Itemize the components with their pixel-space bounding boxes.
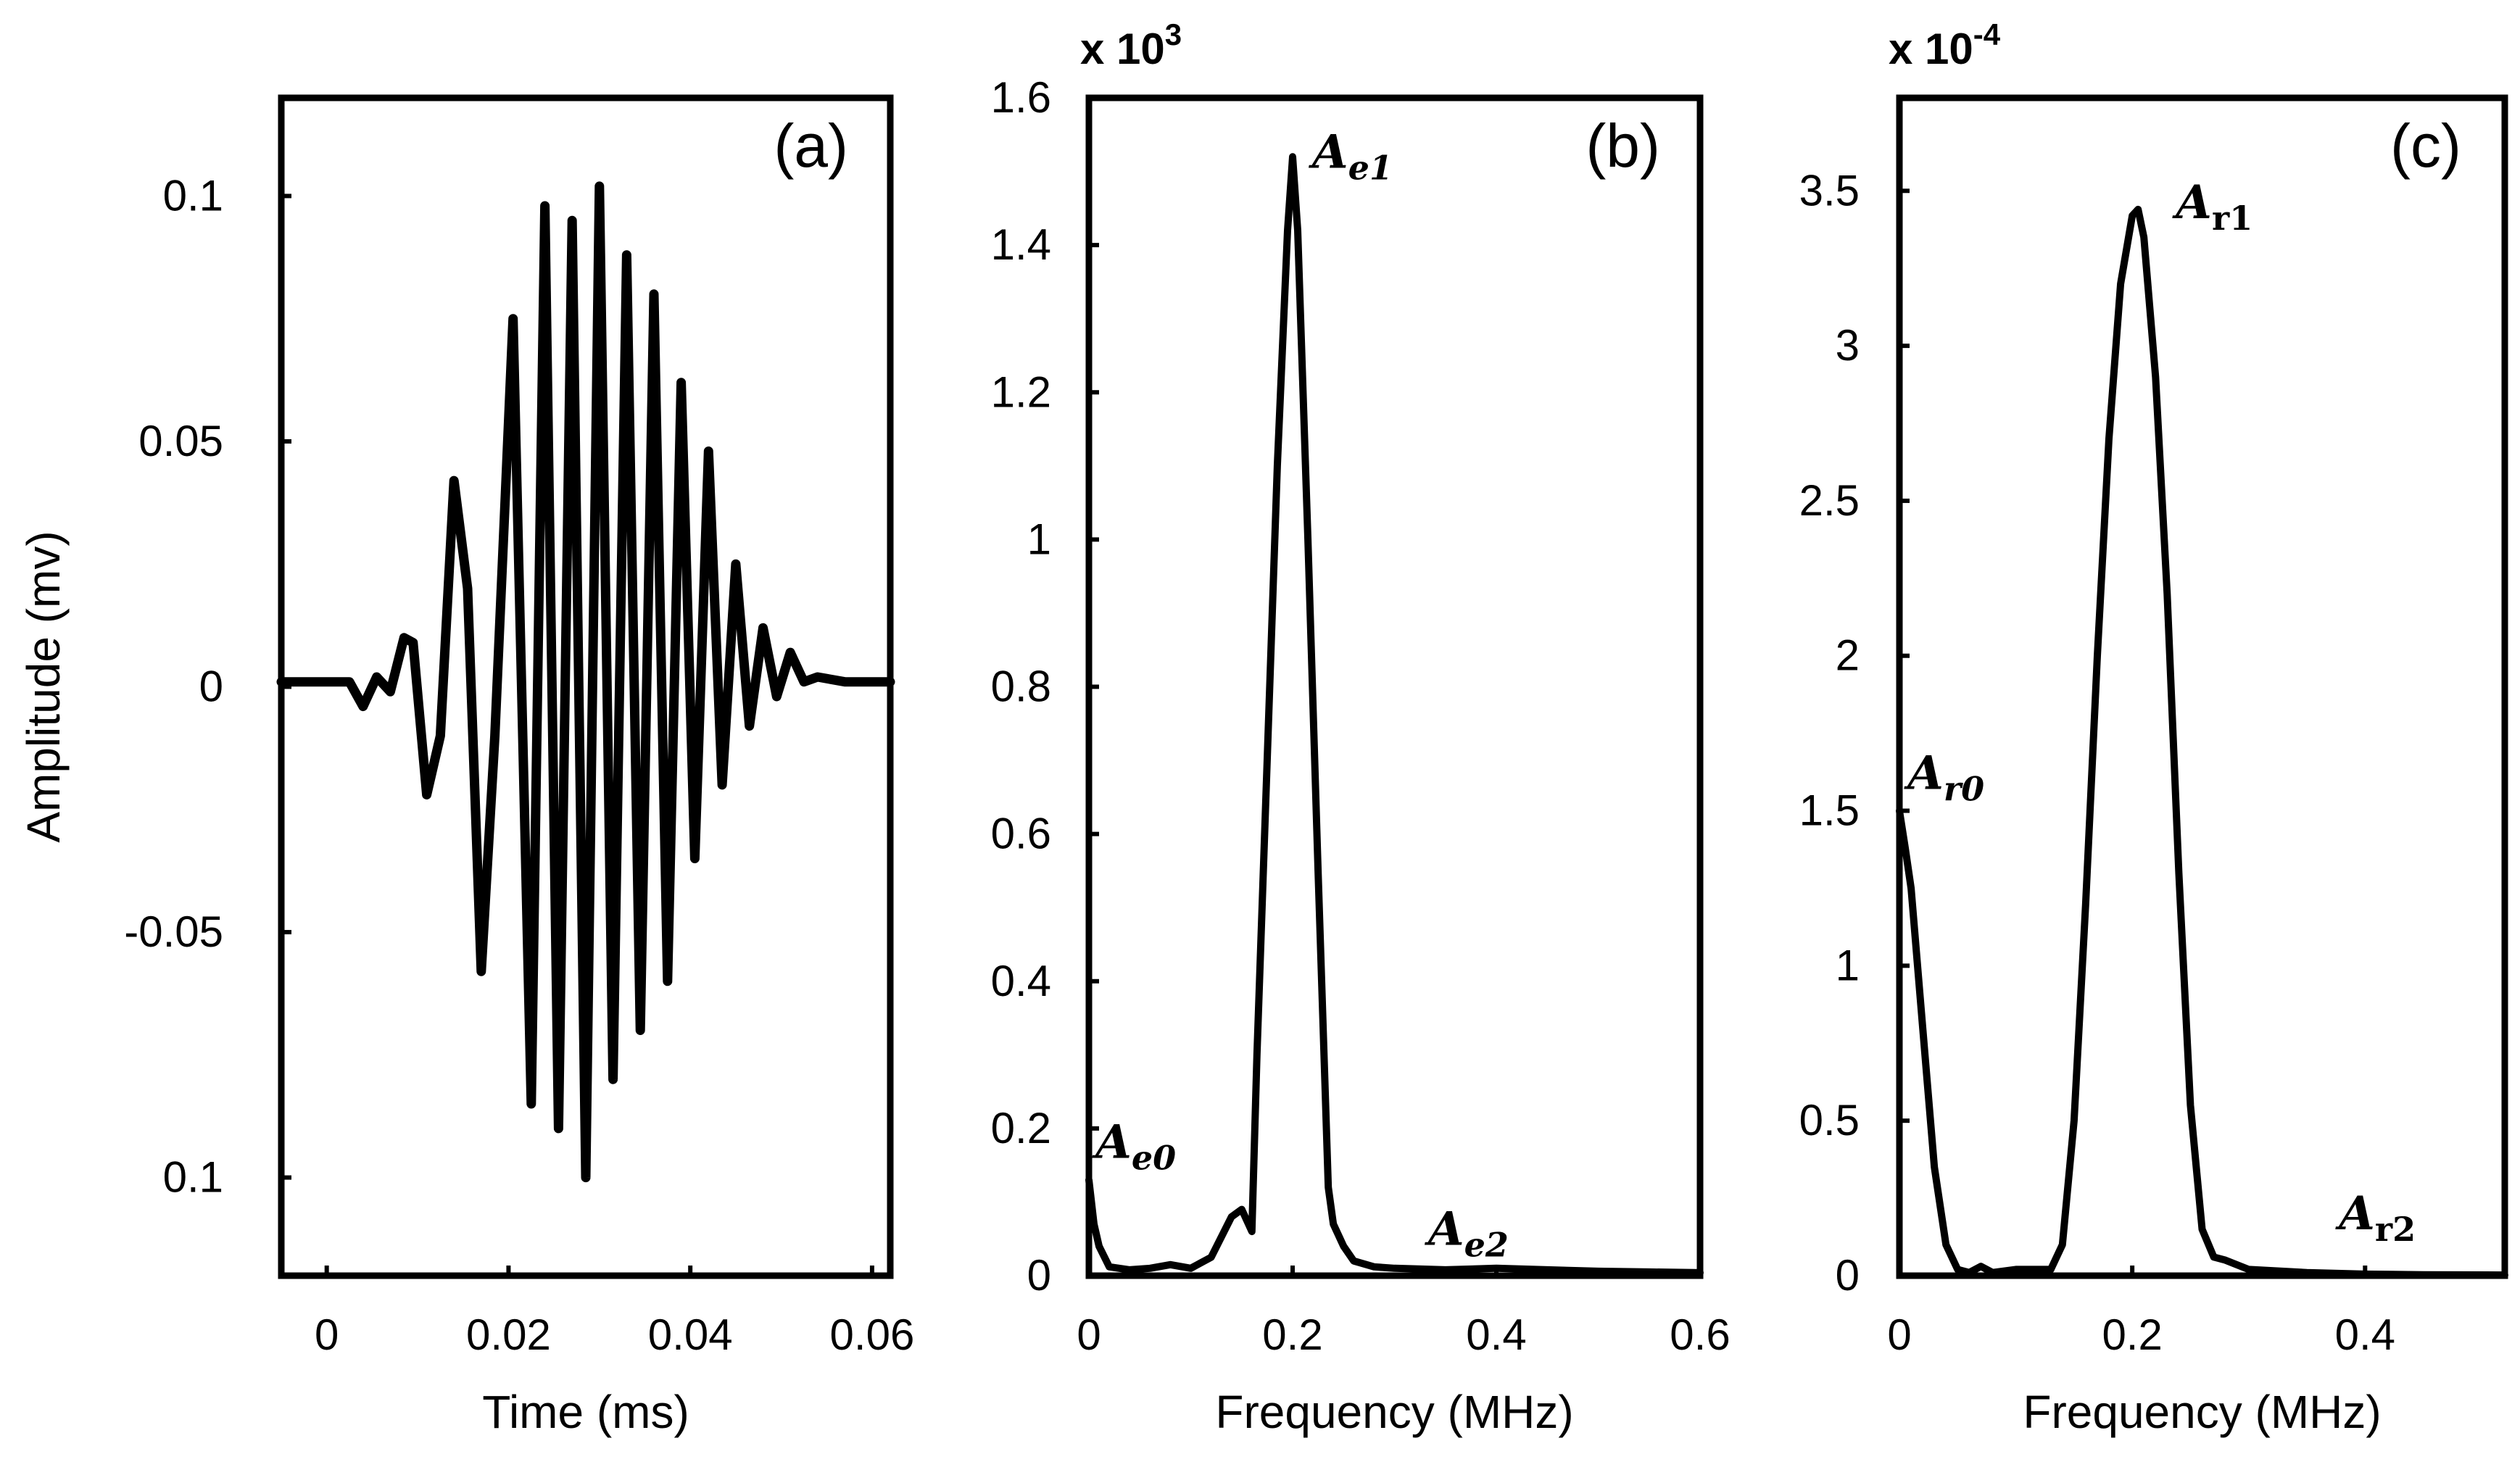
x-axis-label: Frequency (MHz) [1215,1386,1573,1438]
axis-multiplier: x 10-4 [1889,17,2001,73]
peak-subscript: r1 [2212,199,2252,238]
y-tick-label: 0.4 [991,957,1051,1005]
y-tick-label: 0.1 [163,1153,223,1202]
peak-annotation: Ae0 [1092,1115,1176,1178]
x-tick-label: 0.06 [830,1310,915,1359]
y-tick-label: 1.2 [991,367,1051,416]
y-tick-label: 0 [1027,1251,1051,1300]
y-tick-label: 0.2 [991,1104,1051,1152]
y-tick-label: 2.5 [1799,476,1860,525]
x-tick-label: 0 [315,1310,339,1359]
peak-annotation: Ae2 [1425,1202,1509,1264]
series-line [276,181,895,1183]
y-tick-label: 1.5 [1799,786,1860,835]
peak-subscript: e0 [1132,1139,1176,1178]
x-tick-label: 0.2 [1262,1310,1322,1359]
y-tick-label: 1.4 [991,220,1051,269]
x-tick-label: 0 [1077,1310,1101,1359]
y-tick-label: 1 [1836,941,1860,989]
peak-annotation: Ar1 [2172,175,2252,238]
y-tick-label: 0 [199,662,223,711]
peak-annotation: Ae1 [1309,125,1393,188]
x-tick-label: 0.6 [1670,1310,1730,1359]
y-tick-label: -0.05 [124,907,223,956]
series-line [1896,205,2508,1279]
x-tick-label: 0.02 [466,1310,551,1359]
multiplier-base: x 10 [1080,25,1165,73]
peak-annotation: Ar0 [1904,747,1984,809]
multiplier-base: x 10 [1889,25,1973,73]
panel-label: (a) [774,112,848,180]
y-tick-label: 0.8 [991,662,1051,711]
x-tick-label: 0.04 [648,1310,733,1359]
peak-symbol: A [2172,175,2212,230]
x-tick-label: 0.4 [1466,1310,1526,1359]
peak-subscript: r0 [1944,770,1984,809]
x-axis-label: Frequency (MHz) [2023,1386,2381,1438]
x-tick-label: 0 [1887,1310,1911,1359]
panel-a: 0.1 0.05 0 -0.05 0.1 0 0.02 0.04 0.06 (a) Time (ms… [17,94,915,1438]
plot-frame [1896,94,2508,1279]
peak-annotation: Ar2 [2335,1187,2416,1249]
x-axis-label: Time (ms) [482,1386,689,1438]
y-axis-label: Amplitude (mv) [17,531,70,842]
y-tick-label: 2 [1836,631,1860,680]
peak-symbol: A [1904,747,1944,801]
y-tick-label: 0 [1836,1251,1860,1300]
series-line [1085,153,1704,1276]
x-tick-label: 0.2 [2102,1310,2162,1359]
peak-symbol: A [2335,1187,2375,1241]
y-tick-label: 1.6 [991,73,1051,122]
multiplier-exponent: 3 [1165,17,1182,51]
y-tick-label: 0.5 [1799,1096,1860,1144]
y-tick-label: 0.05 [138,417,223,465]
panel-c: 0 0.5 1 1.5 2 2.5 3 3.5 0 0.2 0.4 (c) Frequency (MHz… [1799,17,2508,1438]
y-tick-label: 1 [1027,515,1051,563]
peak-symbol: A [1309,125,1348,180]
plot-frame [1085,94,1704,1279]
y-tick-label: 3 [1836,321,1860,370]
peak-subscript: r2 [2375,1210,2416,1249]
peak-subscript: e1 [1348,149,1393,188]
panel-label: (b) [1586,112,1660,180]
peak-symbol: A [1425,1202,1464,1256]
multiplier-exponent: -4 [1973,17,2001,51]
y-tick-label: 0.1 [163,171,223,220]
axis-multiplier: x 103 [1080,17,1182,73]
peak-symbol: A [1092,1115,1132,1170]
x-tick-label: 0.4 [2335,1310,2395,1359]
panel-label: (c) [2390,112,2461,180]
panel-b: 0 0.2 0.4 0.6 0.8 1 1.2 1.4 1.6 0 0.2 0.4 0.6 (b) Freq… [991,17,1731,1438]
y-tick-label: 3.5 [1799,166,1860,215]
y-tick-label: 0.6 [991,810,1051,858]
peak-subscript: e2 [1464,1225,1509,1264]
